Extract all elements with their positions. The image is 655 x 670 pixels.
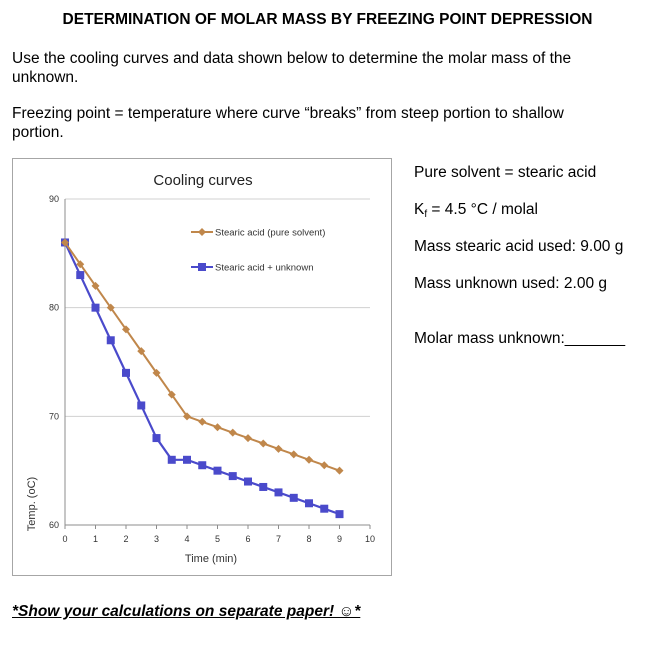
x-tick-label-1: 1 — [93, 534, 98, 544]
data-point-pure — [122, 325, 130, 334]
mass-solvent-info: Mass stearic acid used: 9.00 g — [414, 238, 624, 255]
data-point-pure — [335, 466, 344, 475]
kf-info: Kf = 4.5 °C / molal — [414, 201, 538, 220]
legend: Stearic acid (pure solvent) Stearic acid … — [191, 228, 325, 274]
data-point-pure — [305, 455, 313, 464]
data-point-mixture — [228, 472, 237, 481]
legend-marker-pure — [198, 228, 206, 236]
x-tick-label-6: 6 — [245, 534, 250, 544]
chart-title: Cooling curves — [153, 172, 252, 189]
freezing-point-definition: Freezing point = temperature where curve… — [12, 105, 564, 141]
data-point-mixture — [91, 303, 100, 312]
data-point-pure — [61, 238, 69, 247]
data-point-mixture — [259, 482, 268, 491]
kf-symbol: K — [414, 201, 425, 218]
data-point-pure — [91, 281, 100, 290]
x-axis-label: Time (min) — [185, 553, 237, 565]
data-point-pure — [183, 412, 191, 421]
x-tick-label-3: 3 — [154, 534, 159, 544]
series-mixture — [61, 238, 344, 519]
data-point-mixture — [289, 493, 298, 502]
data-point-mixture — [274, 488, 283, 497]
data-point-pure — [244, 434, 252, 443]
x-tick-label-10: 10 — [365, 534, 375, 544]
series-line-pure — [64, 241, 340, 472]
y-axis-label: Temp. (oC) — [26, 477, 38, 531]
x-tick-label-8: 8 — [306, 534, 311, 544]
series-pure — [61, 238, 344, 475]
data-point-pure — [289, 450, 298, 459]
data-point-mixture — [320, 504, 329, 513]
chart-canvas: Cooling curves Time (min) Temp. (oC) 607… — [26, 172, 375, 565]
axes: 60 70 80 90 0 1 2 3 4 5 6 7 8 9 10 — [49, 194, 375, 544]
page-title: DETERMINATION OF MOLAR MASS BY FREEZING … — [62, 11, 593, 28]
data-point-mixture — [76, 271, 85, 280]
data-point-mixture — [244, 477, 252, 486]
data-point-mixture — [335, 510, 344, 519]
data-point-mixture — [198, 461, 207, 470]
instruction-text: Use the cooling curves and data shown be… — [12, 50, 572, 86]
data-point-pure — [213, 423, 222, 432]
calculation-note: *Show your calculations on separate pape… — [12, 603, 361, 620]
gridlines — [65, 198, 370, 417]
data-point-mixture — [122, 368, 130, 377]
cooling-curves-chart: Cooling curves Time (min) Temp. (oC) 60 7… — [12, 158, 392, 576]
data-point-mixture — [183, 455, 191, 464]
series-layer — [61, 238, 344, 519]
data-point-mixture — [167, 455, 176, 464]
x-tick-label-2: 2 — [123, 534, 128, 544]
x-tick-label-5: 5 — [215, 534, 220, 544]
y-tick-label-80: 80 — [49, 303, 59, 313]
data-point-pure — [274, 444, 283, 453]
data-point-mixture — [152, 434, 161, 443]
x-tick-label-7: 7 — [276, 534, 281, 544]
y-tick-label-60: 60 — [49, 520, 59, 530]
legend-entry-mixture: Stearic acid + unknown — [191, 263, 314, 274]
data-point-pure — [228, 428, 237, 437]
x-tick-label-4: 4 — [184, 534, 189, 544]
data-point-mixture — [305, 499, 313, 508]
x-tick-label-0: 0 — [62, 534, 67, 544]
data-point-pure — [320, 461, 329, 470]
legend-marker-mixture — [198, 263, 206, 271]
y-tick-label-70: 70 — [49, 411, 59, 421]
legend-entry-pure: Stearic acid (pure solvent) — [191, 228, 325, 239]
data-point-mixture — [106, 336, 115, 345]
kf-value: = 4.5 °C / molal — [427, 201, 538, 218]
mass-unknown-info: Mass unknown used: 2.00 g — [414, 275, 608, 292]
data-point-pure — [198, 417, 207, 426]
data-point-mixture — [213, 466, 222, 475]
data-point-pure — [167, 390, 176, 399]
molar-mass-answer-blank: Molar mass unknown:_______ — [414, 330, 626, 347]
data-point-pure — [259, 439, 268, 448]
data-point-pure — [106, 303, 115, 312]
x-tick-label-9: 9 — [337, 534, 342, 544]
series-line-mixture — [64, 242, 340, 516]
kf-subscript: f — [424, 209, 428, 220]
legend-label-mixture: Stearic acid + unknown — [215, 263, 314, 274]
y-tick-label-90: 90 — [49, 194, 59, 204]
data-point-pure — [152, 368, 161, 377]
data-point-mixture — [137, 401, 146, 410]
data-point-pure — [137, 347, 146, 356]
pure-solvent-info: Pure solvent = stearic acid — [414, 164, 597, 181]
data-point-pure — [76, 260, 85, 269]
legend-label-pure: Stearic acid (pure solvent) — [215, 228, 325, 239]
